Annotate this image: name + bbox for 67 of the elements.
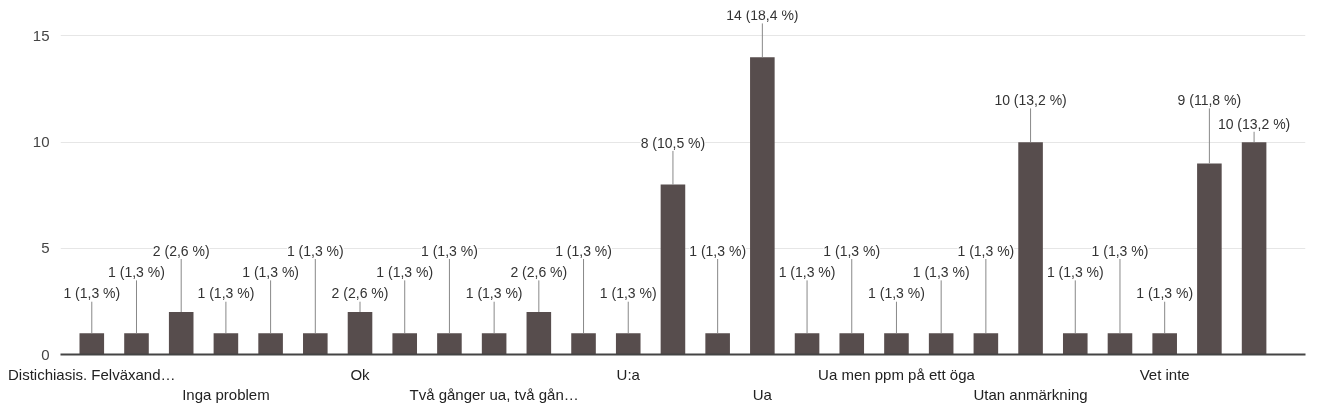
data-label: 1 (1,3 %)	[689, 242, 747, 259]
data-label: 1 (1,3 %)	[599, 285, 657, 302]
x-tick-label: Inga problem	[182, 385, 270, 403]
x-tick-label: Utan anmärkning	[973, 385, 1088, 403]
bar	[79, 333, 105, 355]
bar	[1062, 333, 1088, 355]
bar	[928, 333, 954, 355]
bar	[392, 333, 418, 355]
bar	[347, 312, 373, 355]
x-tick-label: U:a	[616, 365, 641, 383]
bar	[1018, 142, 1043, 355]
data-label: 1 (1,3 %)	[465, 285, 523, 302]
bar	[615, 333, 641, 355]
data-label: 2 (2,6 %)	[510, 264, 568, 281]
data-label: 1 (1,3 %)	[1046, 264, 1104, 281]
data-label: 1 (1,3 %)	[555, 242, 612, 259]
bar	[303, 333, 328, 355]
x-tick-label: Ua	[752, 385, 773, 403]
data-label: 1 (1,3 %)	[1091, 242, 1149, 259]
data-label: 1 (1,3 %)	[1136, 285, 1194, 302]
bar	[168, 312, 194, 355]
data-label: 10 (13,2 %)	[1217, 115, 1291, 132]
x-tick-label: Två gånger ua, två gån…	[409, 385, 579, 403]
data-label: 1 (1,3 %)	[286, 242, 344, 259]
bar	[571, 333, 596, 355]
bar	[750, 57, 775, 355]
bar	[705, 333, 730, 355]
data-label: 10 (13,2 %)	[994, 92, 1067, 109]
data-label: 9 (11,8 %)	[1177, 92, 1242, 109]
bar	[1107, 333, 1133, 355]
data-label: 2 (2,6 %)	[331, 285, 389, 302]
data-label: 1 (1,3 %)	[197, 285, 255, 302]
y-tick-label: 5	[41, 239, 50, 257]
bar	[124, 333, 149, 355]
bar	[1152, 333, 1177, 355]
y-tick-label: 15	[32, 26, 50, 44]
bar	[437, 333, 462, 355]
data-label: 1 (1,3 %)	[823, 242, 881, 259]
data-label: 1 (1,3 %)	[957, 242, 1015, 259]
data-label: 1 (1,3 %)	[421, 242, 478, 259]
data-label: 1 (1,3 %)	[912, 264, 970, 281]
data-label: 1 (1,3 %)	[868, 285, 925, 302]
bar	[526, 312, 552, 355]
bar	[794, 333, 820, 355]
data-label: 14 (18,4 %)	[726, 7, 799, 24]
x-tick-label: Ok	[350, 365, 371, 383]
x-tick-label: Vet inte	[1139, 365, 1190, 383]
bar	[660, 184, 686, 355]
data-label: 8 (10,5 %)	[640, 134, 706, 151]
bar	[258, 333, 283, 355]
bar	[1241, 142, 1267, 355]
bar	[839, 333, 865, 355]
bar	[481, 333, 507, 355]
data-label: 1 (1,3 %)	[63, 285, 121, 302]
data-label: 1 (1,3 %)	[778, 264, 836, 281]
bar	[213, 333, 239, 355]
data-label: 1 (1,3 %)	[242, 264, 300, 281]
x-tick-label: Distichiasis. Felväxand…	[8, 365, 176, 383]
bar	[884, 333, 909, 355]
bar	[973, 333, 999, 355]
data-label: 1 (1,3 %)	[376, 264, 434, 281]
bar	[1197, 163, 1222, 355]
data-label: 1 (1,3 %)	[108, 264, 165, 281]
data-label: 2 (2,6 %)	[152, 242, 210, 259]
x-tick-label: Ua men ppm på ett öga	[818, 365, 976, 383]
y-tick-label: 0	[41, 345, 50, 363]
y-tick-label: 10	[32, 133, 50, 151]
